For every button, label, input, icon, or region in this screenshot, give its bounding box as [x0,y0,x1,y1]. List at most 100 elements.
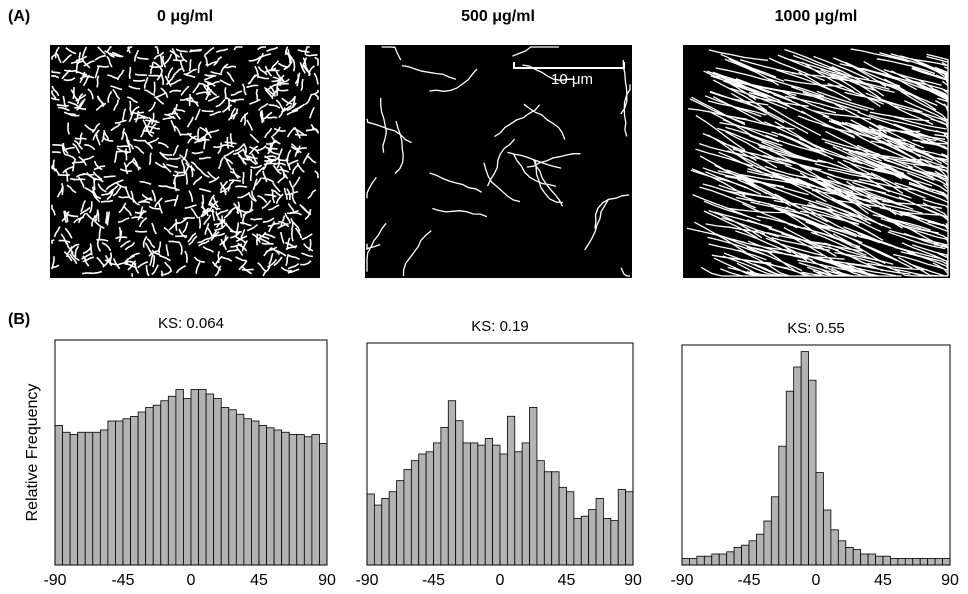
bar [566,491,575,566]
bar [748,540,757,566]
bar [77,431,86,566]
y-axis-label: Relative Frequency [24,384,41,522]
bar [617,489,627,566]
bar [281,431,290,566]
bar [912,558,921,566]
x-tick-label: 90 [941,572,959,589]
bar [235,413,245,566]
bar [152,404,162,566]
bar [92,431,101,566]
x-tick-label: 0 [496,572,505,589]
x-tick-label: 45 [558,572,576,589]
bar [54,425,63,566]
x-tick-label: -90 [43,572,66,589]
bar [381,497,390,566]
bar [763,520,772,566]
bar [99,429,109,566]
bar [213,398,222,566]
fibers [51,46,319,277]
bar [69,434,79,566]
fibers [686,48,949,277]
charts: KS: 0.064-90-4504590Angle (θ)Relative Fr… [24,315,959,589]
bar [536,460,545,566]
bar [462,442,471,566]
image-title: 1000 μg/ml [775,8,858,25]
bar [440,426,449,566]
bar [396,480,405,566]
fibers [366,46,631,277]
bar [603,517,612,566]
x-tick-label: 45 [250,572,268,589]
bar [573,517,582,566]
bar [243,418,252,566]
bar [625,491,634,566]
bar [852,549,862,566]
bar [778,445,787,566]
bar [266,427,275,566]
scale-bar-label: 10 μm [551,71,593,88]
chart-title: KS: 0.064 [158,315,224,332]
bar [499,453,508,566]
bar [183,398,192,566]
bar [882,555,891,566]
bar [470,442,479,566]
bar [220,407,230,566]
bar [711,553,720,566]
x-tick-label: -90 [355,572,378,589]
bar [366,493,375,566]
bar [373,504,383,566]
panel-label: (A) [8,8,30,25]
bar [198,389,207,566]
bar [808,379,817,566]
bar [175,389,184,566]
bar [447,400,457,566]
bar [551,471,560,566]
x-tick-label: 90 [624,572,642,589]
bar [543,471,553,566]
bar [433,442,442,566]
bar [610,520,619,566]
bar [741,544,750,566]
bar [875,555,884,566]
x-tick-label: -45 [737,572,760,589]
chart-title: KS: 0.55 [787,320,845,337]
x-tick-label: 0 [187,572,196,589]
bar [228,409,237,566]
bar [506,415,516,566]
bar [785,390,795,566]
bar [514,451,523,566]
bar [205,393,215,566]
bar [800,351,809,566]
bar [703,555,713,566]
micrograph [365,45,632,278]
bar [927,558,936,566]
bar [904,558,914,566]
bar [410,460,420,566]
bar [689,558,698,566]
bar [190,389,199,566]
bar [897,558,906,566]
image-title: 0 μg/ml [157,8,213,25]
bar [130,416,139,566]
x-tick-label: -90 [670,572,693,589]
bar [160,400,169,566]
bar [696,555,705,566]
bar [934,558,943,566]
bar [718,553,728,566]
bar [303,436,313,566]
bar [115,420,124,566]
bar [756,533,765,566]
bar [388,491,397,566]
bar [529,406,538,566]
x-tick-label: 45 [874,572,892,589]
bar [403,469,412,566]
bar [815,472,824,566]
x-tick-label: 90 [318,572,336,589]
bar [145,407,154,566]
bar [823,509,832,566]
bar [558,486,567,566]
x-tick-label: -45 [111,572,134,589]
bar [942,558,951,566]
bar [845,547,854,566]
